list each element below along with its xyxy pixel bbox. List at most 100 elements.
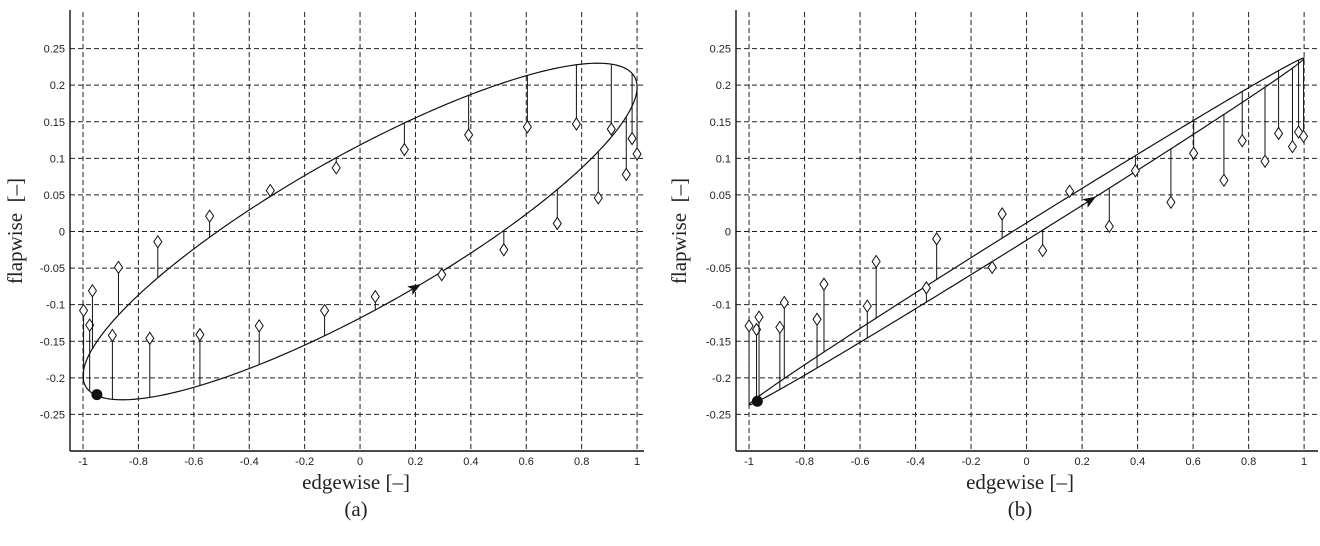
y-tick-label: -0.15 [40, 336, 65, 348]
direction-arrow-icon [407, 284, 421, 296]
x-tick-label: -0.2 [962, 456, 981, 468]
data-point-diamond [1189, 146, 1199, 161]
x-tick-label: -0.8 [795, 456, 814, 468]
data-point-diamond [621, 167, 631, 182]
data-point-diamond [522, 119, 532, 134]
data-point-diamond [254, 318, 264, 333]
x-tick-label: 0.2 [408, 456, 423, 468]
data-point-diamond [754, 310, 764, 325]
y-tick-label: 0.25 [710, 44, 731, 56]
y-tick-label: -0.2 [46, 373, 65, 385]
data-point-diamond [87, 283, 98, 298]
x-tick-label: 0.8 [574, 456, 589, 468]
data-point-diamond [593, 190, 603, 205]
data-point-diamond [1260, 154, 1270, 169]
y-tick-label: -0.05 [40, 263, 65, 275]
x-tick-label: 0.6 [519, 456, 534, 468]
data-point-diamond [399, 142, 409, 157]
x-tick-label: 0.8 [1241, 456, 1256, 468]
data-point-diamond [627, 131, 637, 146]
data-point-diamond [1130, 163, 1140, 178]
data-point-diamond [871, 254, 881, 269]
x-tick-label: -0.4 [240, 456, 259, 468]
chart-panel-a: -1 -0.8 -0.6 -0.4 -0.2 0 0.2 0.4 0.6 0.8 1 0.25 0.2 0… [3, 10, 644, 521]
x-tick-label: 0 [357, 456, 363, 468]
data-point-diamond [1237, 133, 1247, 148]
direction-arrow-icon [1082, 196, 1096, 208]
x-tick-label: 1 [634, 456, 640, 468]
data-point-diamond [819, 277, 829, 292]
data-point-diamond [370, 289, 380, 304]
data-point-diamond [606, 122, 616, 136]
y-tick-label: 0.1 [50, 153, 65, 165]
data-point-diamond [632, 147, 642, 161]
x-tick-label: 0.6 [1185, 456, 1200, 468]
data-point-diamond [1287, 139, 1298, 154]
y-tick-label: -0.1 [712, 300, 731, 312]
x-tick-label: -1 [78, 456, 88, 468]
chart-panel-b: -1 -0.8 -0.6 -0.4 -0.2 0 0.2 0.4 0.6 0.8 1 0.25 0.2 0… [667, 10, 1318, 521]
y-tick-label: 0.05 [710, 190, 731, 202]
data-point-diamond [78, 303, 89, 318]
data-point-diamond [1038, 243, 1048, 258]
data-point-diamond [997, 207, 1007, 221]
x-tick-label: -0.8 [129, 456, 148, 468]
x-tick-label: -0.4 [906, 456, 925, 468]
y-tick-label: 0.25 [44, 44, 65, 56]
x-tick-label: -0.6 [184, 456, 203, 468]
start-point-marker [91, 389, 103, 401]
y-tick-label: -0.05 [706, 263, 731, 275]
x-tick-label: 0 [1024, 456, 1030, 468]
x-tick-label: -0.2 [295, 456, 314, 468]
data-point-diamond [205, 209, 215, 224]
data-point-diamond [145, 331, 155, 346]
x-axis-label: edgewise [–] [966, 470, 1074, 494]
data-point-diamond [499, 242, 509, 257]
data-point-diamond [464, 128, 474, 142]
x-tick-label: -0.6 [851, 456, 870, 468]
data-point-diamond [319, 303, 330, 318]
reference-curve [748, 57, 1305, 406]
data-point-diamond [113, 260, 124, 275]
data-point-diamond [921, 280, 931, 295]
y-tick-label: 0.15 [44, 117, 65, 129]
data-point-diamond [195, 327, 205, 342]
data-point-diamond [107, 328, 117, 343]
data-point-diamond [987, 260, 997, 275]
start-point-marker [751, 395, 763, 407]
panel-label: (b) [1008, 497, 1033, 521]
data-point-diamond [1298, 129, 1309, 144]
data-point-diamond [153, 234, 163, 249]
y-tick-label: 0.1 [716, 153, 731, 165]
data-point-diamond [775, 320, 785, 335]
x-axis-label: edgewise [–] [302, 470, 410, 494]
data-point-diamond [779, 295, 789, 310]
data-point-diamond [265, 183, 275, 198]
y-tick-label: -0.2 [712, 373, 731, 385]
data-point-diamond [1166, 195, 1176, 210]
x-tick-label: 1 [1301, 456, 1307, 468]
panel-label: (a) [344, 497, 367, 521]
x-tick-label: 0.4 [463, 456, 478, 468]
y-axis-label: flapwise [–] [667, 178, 691, 284]
data-point-diamond [1104, 219, 1114, 234]
data-point-diamond [862, 299, 872, 314]
y-tick-label: -0.25 [706, 409, 731, 421]
y-tick-label: 0 [59, 227, 65, 239]
data-point-diamond [552, 216, 562, 231]
y-tick-label: 0.15 [710, 117, 731, 129]
data-point-diamond [331, 160, 341, 175]
y-tick-label: 0.2 [50, 80, 65, 92]
y-tick-label: -0.25 [40, 409, 65, 421]
x-tick-label: 0.2 [1074, 456, 1089, 468]
y-tick-label: 0.05 [44, 190, 65, 202]
y-tick-label: -0.15 [706, 336, 731, 348]
data-point-diamond [744, 318, 754, 333]
data-point-diamond [1219, 173, 1229, 188]
data-point-diamond [437, 267, 447, 282]
data-point-diamond [1064, 184, 1075, 199]
y-axis-label: flapwise [–] [3, 178, 27, 284]
data-point-diamond [571, 117, 582, 131]
x-tick-label: -1 [744, 456, 754, 468]
